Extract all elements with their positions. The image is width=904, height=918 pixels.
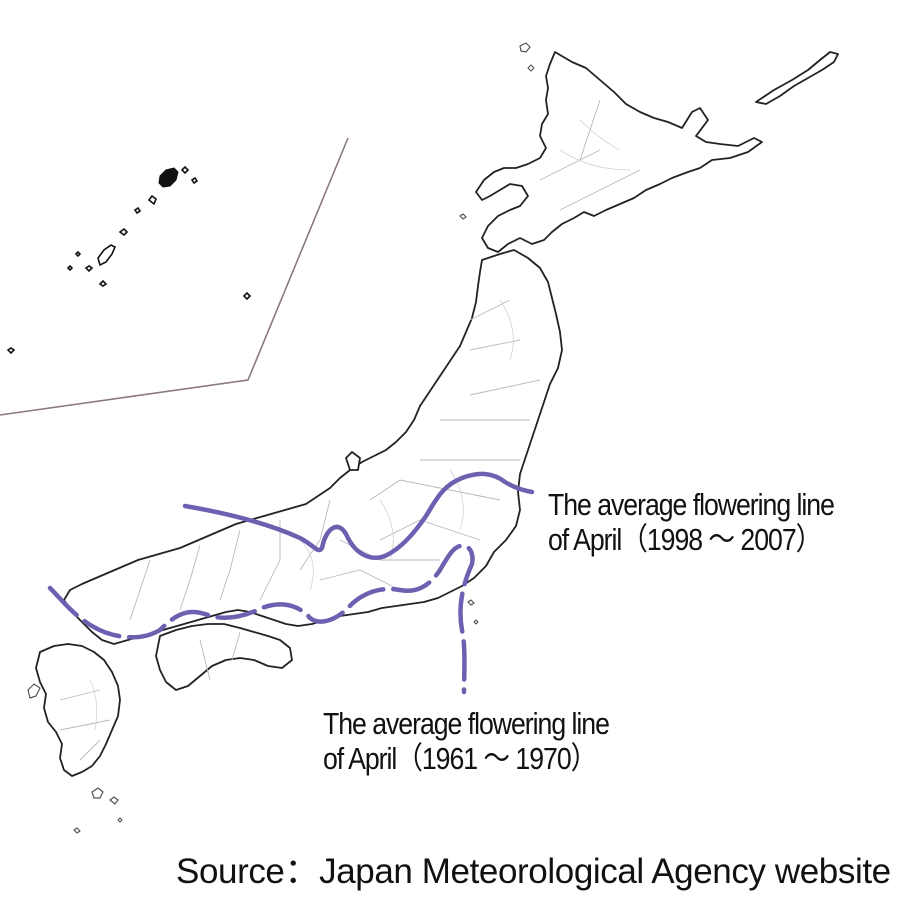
rivers <box>89 119 631 731</box>
ryukyu-islands <box>6 165 252 355</box>
flowering-line-1998-2007 <box>182 471 535 560</box>
shikoku <box>155 623 293 691</box>
source-credit: Source：Japan Meteorological Agency websi… <box>176 852 891 891</box>
noto-peninsula <box>345 451 361 471</box>
prefecture-borders <box>59 99 641 761</box>
label-line-1: The average flowering line <box>323 706 610 741</box>
flowering-line-1961-1970-label: The average flowering line of April（1961… <box>323 706 610 776</box>
label-line-2: of April（1998 ～ 2007） <box>548 522 822 557</box>
flowering-line-1998-2007-label: The average flowering line of April（1998… <box>548 487 835 557</box>
label-line-2: of April（1961 ～ 1970） <box>323 741 597 776</box>
hokkaido <box>475 51 763 253</box>
okinawa-inset-frame <box>0 137 349 416</box>
kuril-island <box>755 51 839 105</box>
kyushu <box>35 643 121 777</box>
honshu <box>63 249 563 645</box>
label-line-1: The average flowering line <box>548 487 835 522</box>
flowering-line-1961-1970 <box>47 543 475 695</box>
